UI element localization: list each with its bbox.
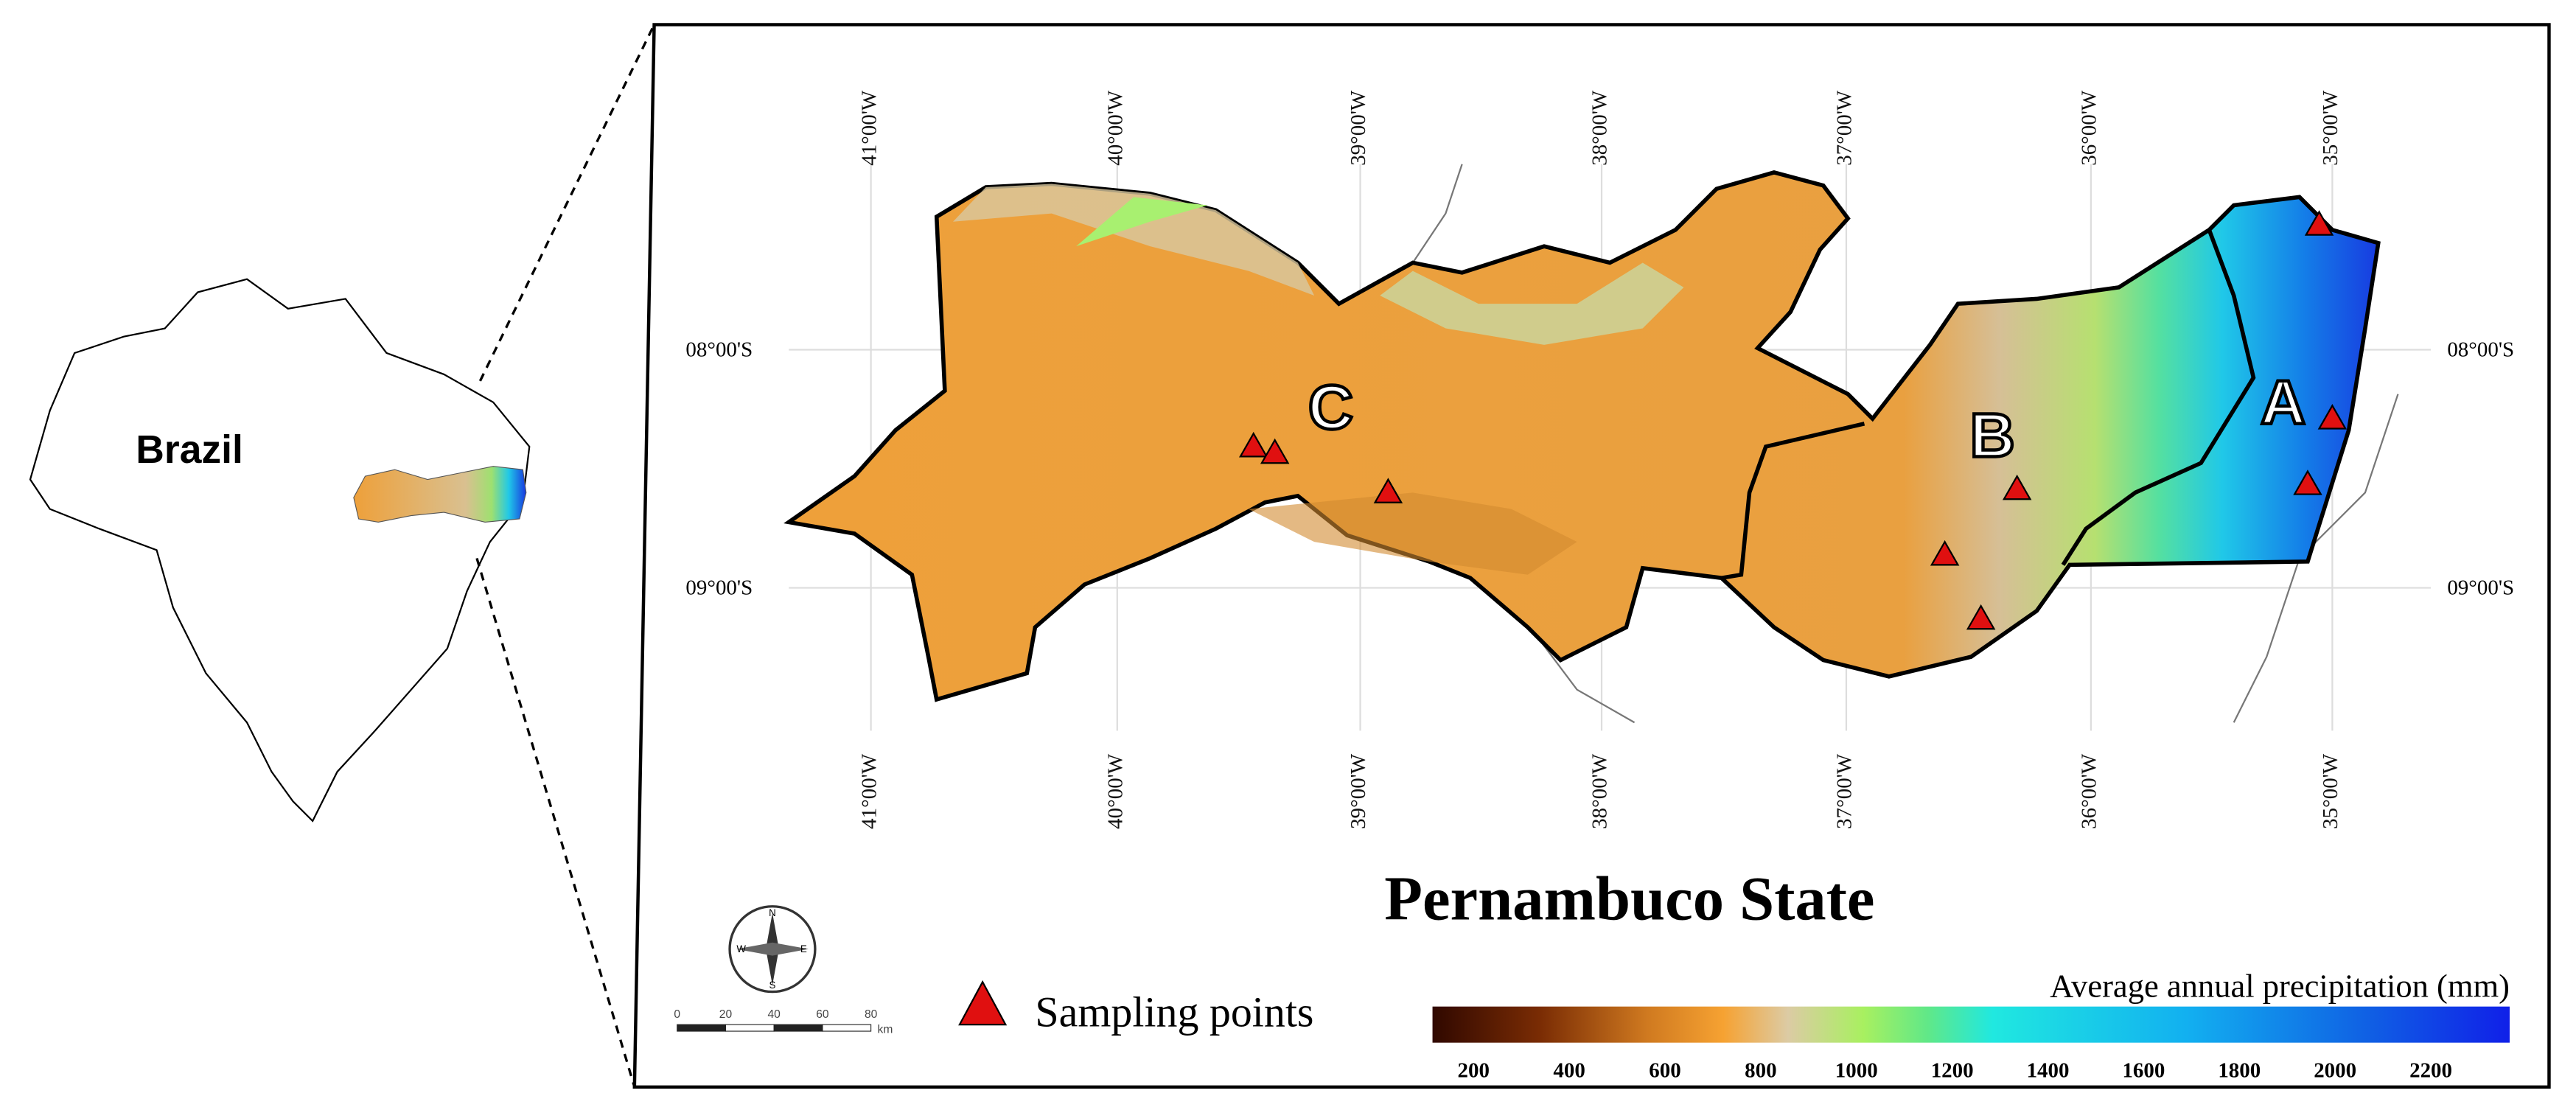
latitude-label: 08°00'S — [685, 338, 753, 361]
colorbar-ticks: 200 400 600 800 1000 1200 1400 1600 1800 2000 2200 — [1458, 1058, 2452, 1082]
state-shape — [783, 170, 2381, 702]
latitude-label: 08°00'S — [2447, 338, 2514, 361]
colorbar-tick-label: 1400 — [2027, 1058, 2070, 1082]
scale-segment — [822, 1024, 872, 1032]
longitude-label: 36°00'W — [2078, 90, 2101, 166]
colorbar-tick-label: 600 — [1649, 1058, 1680, 1082]
sampling-point — [1238, 431, 1268, 458]
longitude-label: 41°00'W — [857, 90, 881, 166]
precip-zone — [1076, 197, 1208, 247]
colorbar-tick-label: 1600 — [2122, 1058, 2165, 1082]
sampling-point — [1930, 540, 1960, 566]
longitude-label: 36°00'W — [2078, 753, 2101, 829]
longitude-label: 39°00'W — [1347, 753, 1370, 829]
colorbar-tick-label: 800 — [1745, 1058, 1776, 1082]
connector-line — [478, 24, 656, 382]
colorbar-tick-label: 1000 — [1835, 1058, 1878, 1082]
map-frame — [632, 23, 2551, 1089]
compass-label: S — [769, 980, 776, 991]
sampling-point — [1373, 478, 1403, 503]
longitude-label: 38°00'W — [1588, 90, 1612, 166]
scale-label: 0 — [674, 1008, 680, 1021]
colorbar — [1432, 1006, 2510, 1043]
region-boundary — [2061, 228, 2256, 566]
precip-zone — [953, 184, 1315, 296]
precip-zone — [1380, 262, 1684, 345]
latitude-label: 09°00'S — [685, 576, 753, 599]
pernambuco-inset — [353, 466, 527, 523]
colorbar-tick-label: 1800 — [2218, 1058, 2261, 1082]
compass-label: E — [800, 943, 807, 954]
map-title: Pernambuco State — [1384, 865, 1874, 934]
longitude-label: 40°00'W — [1103, 753, 1127, 829]
longitude-label: 41°00'W — [857, 753, 881, 829]
sampling-points — [1238, 210, 2348, 630]
colorbar-tick-label: 2200 — [2409, 1058, 2452, 1082]
scale-label: 40 — [768, 1008, 781, 1021]
colorbar-title: Average annual precipitation (mm) — [2050, 967, 2510, 1004]
scale-segment — [677, 1024, 727, 1032]
latitude-label: 09°00'S — [2447, 576, 2514, 599]
colorbar-tick-label: 400 — [1553, 1058, 1585, 1082]
region-boundary — [1721, 422, 1865, 580]
colorbar-tick-label: 2000 — [2314, 1058, 2356, 1082]
compass-label: W — [736, 943, 746, 954]
sampling-point — [2002, 474, 2032, 500]
country-label: Brazil — [136, 428, 243, 472]
scale-segment — [725, 1024, 775, 1032]
longitude-label: 40°00'W — [1103, 90, 1127, 166]
sampling-point — [2304, 210, 2334, 236]
longitude-label: 37°00'W — [1833, 753, 1857, 829]
longitude-label: 37°00'W — [1833, 90, 1857, 166]
legend-symbol — [958, 980, 1008, 1026]
scale-segment — [773, 1024, 823, 1032]
longitude-label: 39°00'W — [1347, 90, 1370, 166]
border-line — [1411, 164, 1463, 264]
brazil-outline — [29, 278, 531, 823]
connector-line — [475, 557, 636, 1088]
sampling-point — [2293, 470, 2322, 495]
legend-label: Sampling points — [1035, 988, 1313, 1036]
colorbar-tick-label: 200 — [1458, 1058, 1490, 1082]
precip-zone — [1249, 492, 1577, 575]
scale-unit: km — [878, 1023, 893, 1036]
longitude-label: 35°00'W — [2319, 90, 2342, 166]
region-label: A — [2261, 367, 2306, 437]
sampling-point — [1260, 438, 1290, 464]
scale-label: 80 — [865, 1008, 878, 1021]
sampling-point — [2317, 404, 2348, 430]
scale-label: 20 — [719, 1008, 733, 1021]
longitude-label: 35°00'W — [2319, 753, 2342, 829]
compass-rose: N E S W — [728, 905, 817, 994]
region-label: C — [1308, 371, 1353, 441]
compass-needle — [736, 942, 809, 956]
colorbar-tick-label: 1200 — [1931, 1058, 1974, 1082]
longitude-label: 38°00'W — [1588, 753, 1612, 829]
region-label: B — [1970, 399, 2015, 470]
scale-label: 60 — [816, 1008, 829, 1021]
compass-label: N — [769, 907, 776, 918]
sampling-point — [1966, 604, 1996, 630]
